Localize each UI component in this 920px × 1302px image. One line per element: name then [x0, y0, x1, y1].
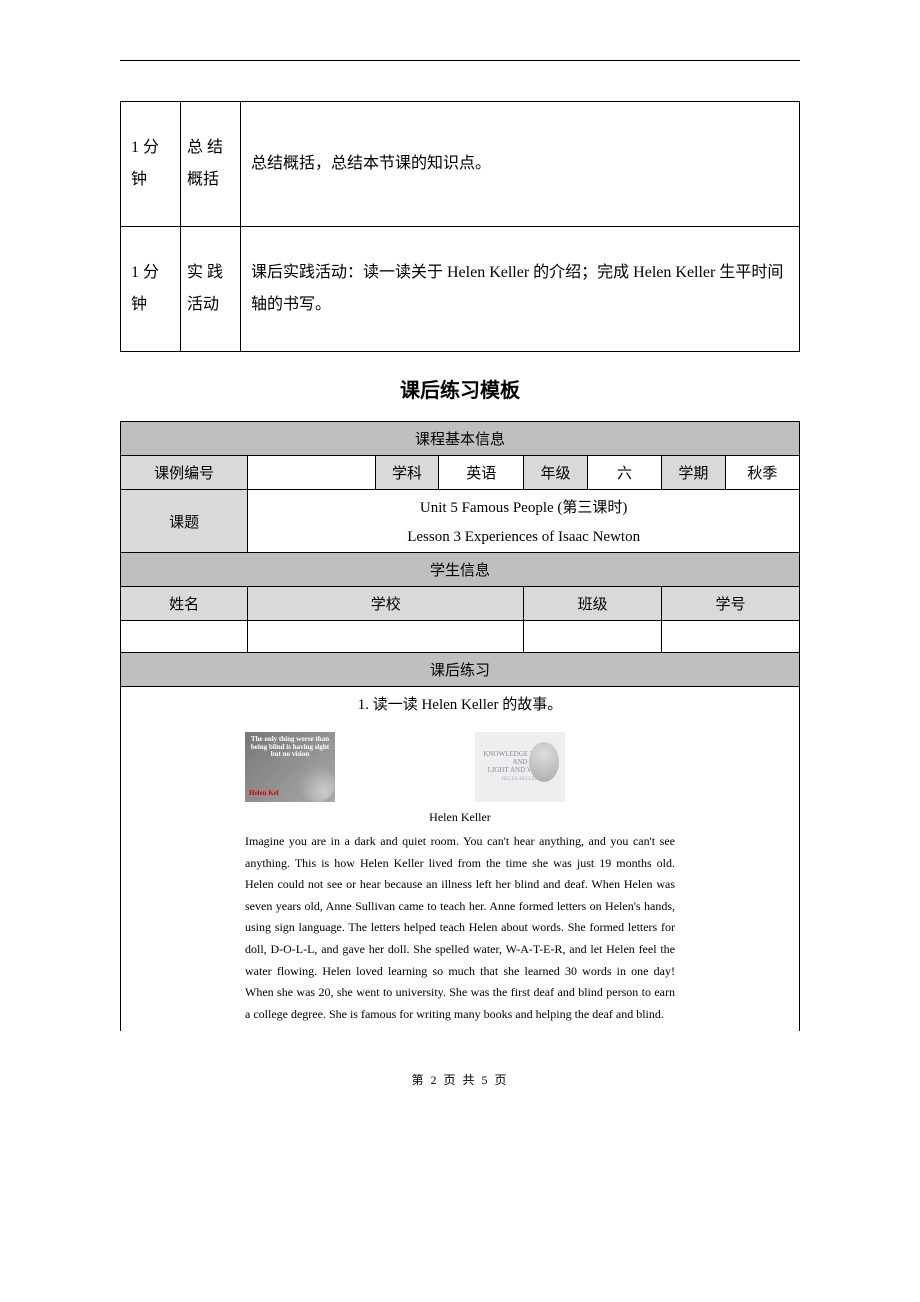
- quote-text: The only thing worse than being blind is…: [249, 736, 331, 759]
- portrait-icon: [529, 742, 559, 782]
- image-row: The only thing worse than being blind is…: [245, 732, 675, 802]
- cell-content: 课后实践活动：读一读关于 Helen Keller 的介绍；完成 Helen K…: [241, 227, 800, 352]
- reading-passage: Imagine you are in a dark and quiet room…: [245, 831, 675, 1025]
- page-footer: 第 2 页 共 5 页: [120, 1071, 800, 1088]
- value-school: [248, 621, 524, 653]
- cell-content: 总结概括，总结本节课的知识点。: [241, 102, 800, 227]
- heading-after-class: 课后练习: [121, 653, 800, 687]
- value-topic-line2: Lesson 3 Experiences of Isaac Newton: [248, 523, 800, 553]
- cell-phase: 实 践 活动: [181, 227, 241, 352]
- label-course-id: 课例编号: [121, 456, 248, 490]
- inset-title: Helen Keller: [245, 810, 675, 825]
- quote-author: Helen Kel: [249, 790, 279, 798]
- portrait-icon: [299, 766, 335, 802]
- course-info-table: 课程基本信息 课例编号 学科 英语 年级 六 学期 秋季 课题 Unit 5 F…: [120, 421, 800, 1031]
- quote-image: The only thing worse than being blind is…: [245, 732, 335, 802]
- value-course-id: [248, 456, 375, 490]
- value-topic-line1: Unit 5 Famous People (第三课时): [248, 490, 800, 524]
- table-row: 1 分 钟 实 践 活动 课后实践活动：读一读关于 Helen Keller 的…: [121, 227, 800, 352]
- value-subject: 英语: [439, 456, 524, 490]
- top-rule: [120, 60, 800, 61]
- label-topic: 课题: [121, 490, 248, 553]
- table-row: 1 分 钟 总 结 概括 总结概括，总结本节课的知识点。: [121, 102, 800, 227]
- label-subject: 学科: [375, 456, 439, 490]
- value-grade: 六: [587, 456, 661, 490]
- quote-image-2: KNOWLEDGE IS LOVE AND LIGHT AND VISION. …: [475, 732, 565, 802]
- exercise-cell: 1. 读一读 Helen Keller 的故事。 The only thing …: [121, 687, 800, 1032]
- label-term: 学期: [662, 456, 726, 490]
- label-number: 学号: [662, 587, 800, 621]
- lesson-plan-table: 1 分 钟 总 结 概括 总结概括，总结本节课的知识点。 1 分 钟 实 践 活…: [120, 101, 800, 352]
- heading-course-basic: 课程基本信息: [121, 422, 800, 456]
- cell-time: 1 分 钟: [121, 227, 181, 352]
- label-grade: 年级: [524, 456, 588, 490]
- cell-time: 1 分 钟: [121, 102, 181, 227]
- section-title: 课后练习模板: [120, 374, 800, 403]
- cell-phase: 总 结 概括: [181, 102, 241, 227]
- label-name: 姓名: [121, 587, 248, 621]
- question-1: 1. 读一读 Helen Keller 的故事。: [125, 693, 795, 714]
- heading-student-info: 学生信息: [121, 553, 800, 587]
- value-term: 秋季: [725, 456, 799, 490]
- value-name: [121, 621, 248, 653]
- label-school: 学校: [248, 587, 524, 621]
- quote2-line3: HELEN KELLER: [502, 777, 539, 783]
- value-number: [662, 621, 800, 653]
- value-class: [524, 621, 662, 653]
- label-class: 班级: [524, 587, 662, 621]
- reading-inset: The only thing worse than being blind is…: [245, 732, 675, 1025]
